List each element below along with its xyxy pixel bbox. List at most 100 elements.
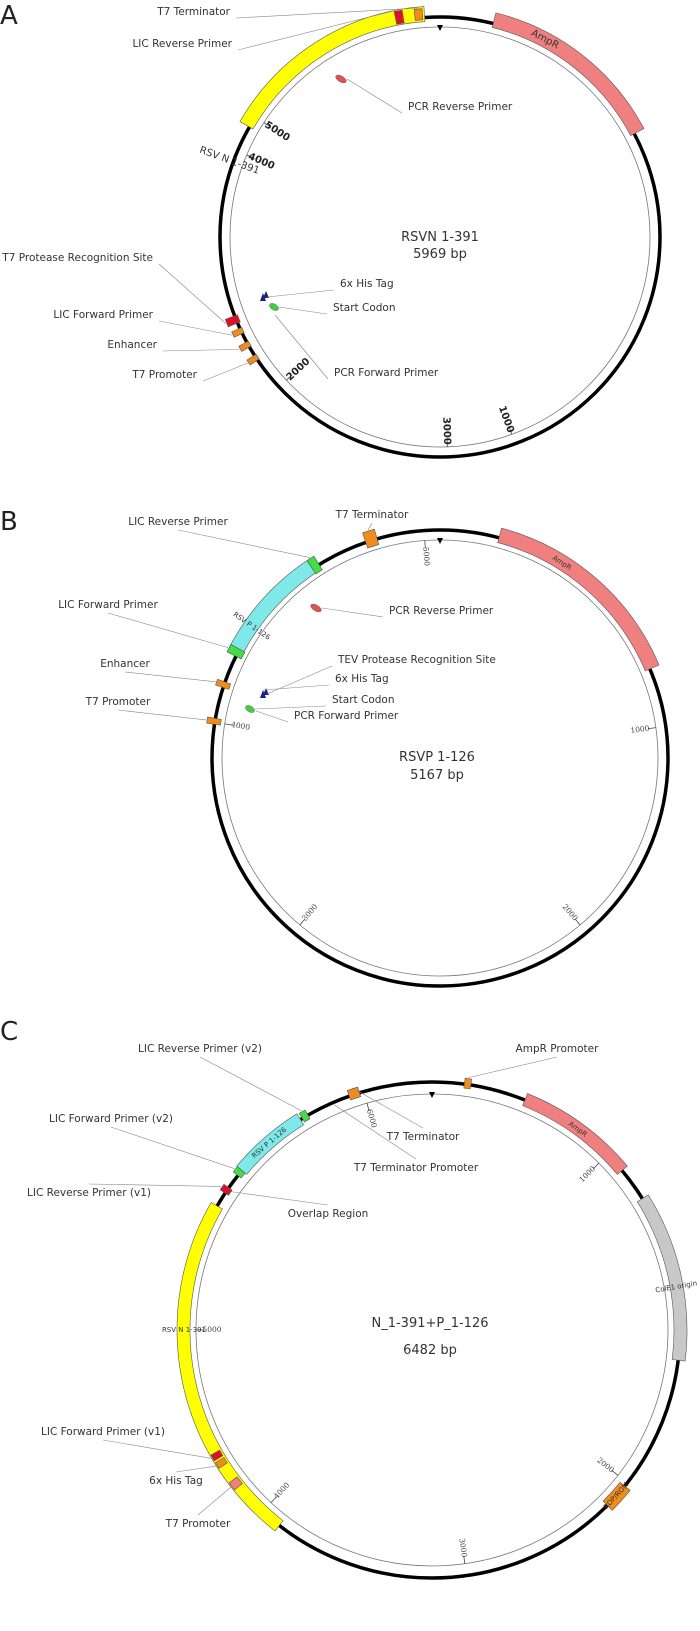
feature-label: LIC Reverse Primer — [128, 516, 228, 528]
feature-label: Enhancer — [107, 339, 157, 351]
primer-marker — [310, 603, 322, 613]
tick-mark — [592, 1162, 600, 1170]
leader-line — [266, 289, 335, 298]
tag-marker — [263, 688, 269, 695]
feature-6x-his-tag: 6x His Tag — [149, 1457, 228, 1487]
plasmid-size: 5969 bp — [413, 247, 467, 262]
feature-arc — [491, 12, 645, 136]
tick-mark — [366, 1103, 370, 1111]
plasmid-backbone-outer — [210, 528, 670, 988]
feature-arc — [463, 1077, 473, 1090]
tick-label: 4000 — [272, 1480, 292, 1500]
feature-lic-reverse-primer: LIC Reverse Primer — [128, 516, 323, 575]
feature-overlap-region: Overlap Region — [225, 1190, 368, 1220]
feature-lic-forward-primer: LIC Forward Primer — [58, 599, 246, 660]
tick-label: 2000 — [561, 902, 580, 923]
tick-mark — [299, 918, 306, 926]
feature-label: LIC Forward Primer — [58, 599, 158, 611]
leader-line — [351, 1087, 424, 1129]
feature-lic-forward-primer: LIC Forward Primer — [53, 309, 245, 338]
feature-label: PCR Forward Primer — [334, 367, 439, 379]
feature-arc — [210, 1449, 224, 1462]
feature-label: AmpR Promoter — [516, 1043, 600, 1055]
feature-t7-terminator: T7 Terminator — [156, 6, 424, 21]
tick-label: 5000 — [421, 547, 431, 567]
feature-arc — [236, 1113, 305, 1175]
feature-arc — [229, 557, 319, 654]
feature-label: LIC Reverse Primer — [132, 38, 232, 50]
feature-arc — [522, 1093, 628, 1175]
feature-label: LIC Reverse Primer (v1) — [27, 1187, 151, 1199]
feature-start-codon: Start Codon — [269, 302, 396, 315]
feature-rsv-n-1-391: RSV N 1-391 — [162, 1202, 284, 1532]
feature-label: PCR Forward Primer — [294, 710, 399, 722]
tick-mark — [270, 1496, 277, 1503]
feature-name: RSV P 1-126 — [250, 1125, 288, 1160]
primer-marker — [335, 74, 347, 84]
leader-line — [107, 612, 229, 648]
leader-line — [254, 705, 327, 710]
feature-label: LIC Forward Primer (v2) — [49, 1113, 173, 1125]
feature-t7-terminator-promoter: T7 Terminator Promoter — [332, 1103, 479, 1174]
plasmid-size: 6482 bp — [403, 1343, 457, 1358]
origin-marker — [429, 1092, 435, 1098]
feature-lic-reverse-primer: LIC Reverse Primer — [132, 9, 405, 51]
feature-arc — [219, 1183, 233, 1196]
leader-line — [199, 1056, 302, 1112]
feature-ampr: AmpR — [491, 12, 645, 136]
feature-arc — [298, 1109, 311, 1123]
leader-line — [262, 684, 330, 691]
panel-letter: B — [0, 507, 18, 537]
feature-rop-rom: ROP/ROM — [602, 1481, 631, 1511]
feature-label: T7 Terminator — [386, 1131, 460, 1143]
feature-label: PCR Reverse Primer — [408, 101, 513, 113]
leader-line — [175, 1465, 217, 1473]
panel-letter: A — [0, 1, 18, 31]
feature-6x-his-tag: 6x His Tag — [262, 673, 389, 691]
leader-line — [235, 7, 418, 19]
tick-label: 1000 — [496, 405, 516, 435]
feature-lic-reverse-primer-v1: LIC Reverse Primer (v1) — [27, 1183, 233, 1199]
tag-marker — [260, 293, 266, 301]
feature-arc — [215, 678, 232, 690]
leader-line — [158, 320, 233, 336]
feature-pcr-reverse-primer: PCR Reverse Primer — [310, 603, 494, 618]
feature-label: T7 Promoter — [131, 369, 197, 381]
feature-rsv-p-1-126: RSV P 1-126 — [236, 1113, 305, 1175]
feature-arc — [239, 6, 426, 130]
tick-mark — [647, 727, 656, 730]
feature-label: T7 Promoter — [165, 1518, 231, 1530]
leader-line — [237, 9, 398, 51]
feature-6x-his-tag: 6x His Tag — [260, 278, 394, 301]
leader-line — [225, 1190, 329, 1206]
tick-mark — [463, 1555, 466, 1564]
feature-pcr-reverse-primer: PCR Reverse Primer — [335, 74, 513, 114]
leader-line — [124, 671, 216, 683]
leader-line — [332, 1103, 417, 1160]
feature-label: LIC Reverse Primer (v2) — [138, 1043, 262, 1055]
feature-arc — [232, 1166, 246, 1179]
leader-line — [321, 607, 384, 618]
tick-mark — [224, 723, 233, 726]
feature-tev-protease-recognition-site: TEV Protease Recognition Site — [260, 654, 496, 698]
feature-arc — [346, 1086, 362, 1101]
feature-label: T7 Terminator — [156, 6, 230, 18]
panel-letter: C — [0, 1017, 18, 1047]
feature-ampr: AmpR — [497, 527, 660, 672]
tick-label: 3000 — [457, 1538, 469, 1558]
feature-start-codon: Start Codon — [245, 694, 395, 713]
feature-arc — [238, 340, 252, 352]
leader-line — [162, 349, 240, 352]
tick-mark — [508, 426, 513, 435]
plasmid-backbone-outer — [218, 15, 662, 459]
tick-label: 1000 — [630, 724, 650, 736]
tag-marker — [263, 291, 269, 298]
feature-label: PCR Reverse Primer — [389, 605, 494, 617]
tick-mark — [424, 540, 426, 549]
feature-label: T7 Protease Recognition Site — [1, 252, 153, 264]
feature-lic-reverse-primer-v2: LIC Reverse Primer (v2) — [138, 1043, 311, 1123]
feature-arc — [362, 528, 380, 549]
feature-pcr-forward-primer: PCR Forward Primer — [274, 314, 439, 380]
